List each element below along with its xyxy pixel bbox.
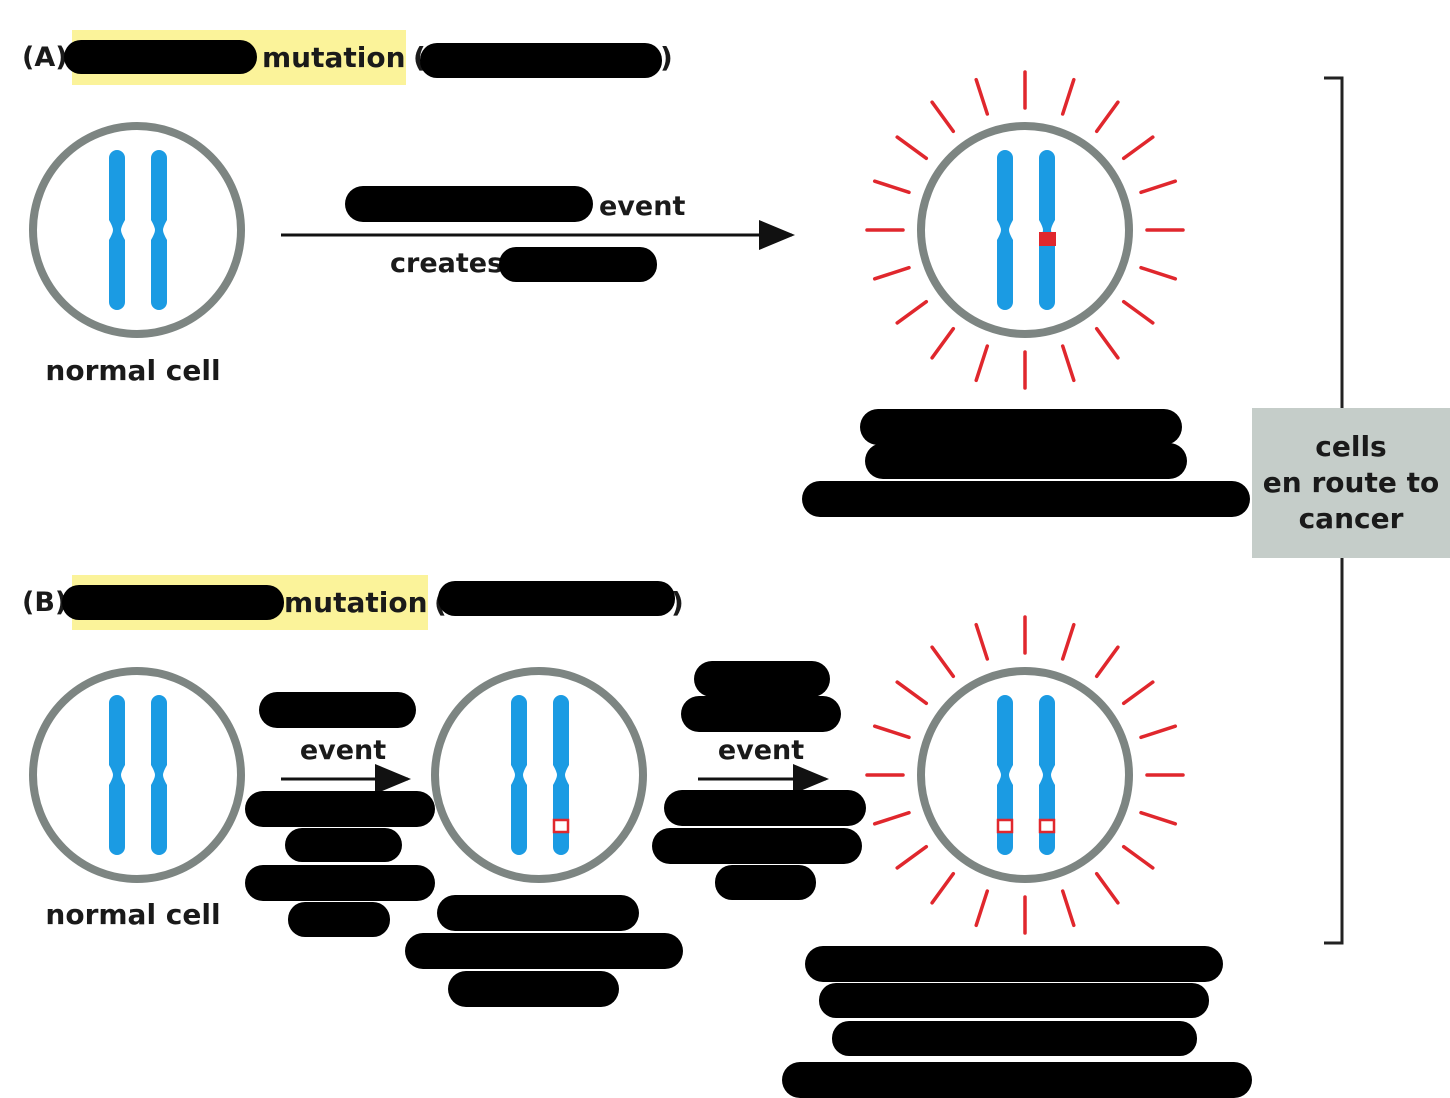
ray-line: [1060, 889, 1076, 928]
ray-line: [1121, 680, 1155, 706]
redaction: [499, 247, 657, 282]
redaction: [448, 971, 619, 1007]
ray-line: [872, 810, 911, 826]
ray-line: [1094, 645, 1120, 679]
redaction: [681, 696, 841, 732]
panel-a: (A) mutation ( ) normal cell event creat…: [22, 30, 1250, 517]
altered-cell-a: [865, 70, 1185, 390]
redaction: [832, 1021, 1197, 1056]
ray-line: [974, 77, 990, 116]
redaction: [438, 581, 675, 616]
ray-line: [974, 622, 990, 661]
redaction: [664, 790, 866, 826]
panel-b-heading-word: mutation: [284, 586, 428, 619]
warning-rays: [865, 70, 1185, 390]
ray-line: [1139, 179, 1178, 195]
ray-line: [1094, 326, 1120, 360]
redaction: [288, 902, 390, 937]
redaction: [62, 585, 284, 620]
panel-b-arrow1-label: event: [300, 735, 386, 766]
intermediate-cell: [431, 667, 647, 883]
ray-line: [872, 265, 911, 281]
ray-line: [930, 326, 956, 360]
panel-a-label: (A): [22, 42, 68, 73]
panel-a-paren-close: ): [660, 41, 673, 74]
ray-line: [974, 344, 990, 383]
redaction: [715, 865, 816, 900]
normal-cell-b: [29, 667, 245, 883]
ray-line: [1121, 135, 1155, 161]
ray-line: [895, 680, 929, 706]
redaction: [345, 186, 593, 222]
ray-line: [930, 871, 956, 905]
ray-line: [1060, 622, 1076, 661]
cells-en-route-box: cells en route to cancer: [1252, 408, 1450, 558]
side-box-line-1: cells: [1315, 430, 1387, 463]
redaction: [819, 983, 1209, 1018]
redaction: [259, 692, 416, 728]
mutation-mark: [1039, 232, 1056, 246]
ray-line: [895, 844, 929, 870]
normal-cell-a: [29, 122, 245, 338]
ray-line: [872, 724, 911, 740]
redaction: [694, 661, 830, 697]
ray-line: [895, 299, 929, 325]
ray-line: [1139, 810, 1178, 826]
redaction: [437, 895, 639, 931]
ray-line: [1139, 724, 1178, 740]
panel-b: (B) mutation ( ) normal cell event: [22, 575, 1252, 1098]
panel-a-arrow-bottom-label: creates: [390, 248, 503, 279]
ray-line: [895, 135, 929, 161]
mutation-mark: [1038, 818, 1056, 834]
redaction: [782, 1062, 1252, 1098]
redaction: [285, 828, 402, 862]
side-box-line-3: cancer: [1298, 502, 1404, 535]
panel-a-heading-word: mutation: [262, 41, 406, 74]
ray-line: [1094, 100, 1120, 134]
redaction: [245, 791, 435, 827]
redaction: [860, 409, 1182, 445]
redaction: [245, 865, 435, 901]
redaction: [652, 828, 862, 864]
mutation-mark: [552, 818, 570, 834]
ray-line: [1139, 265, 1178, 281]
redaction: [405, 933, 683, 969]
redaction: [64, 40, 257, 74]
ray-line: [930, 645, 956, 679]
redaction: [865, 443, 1187, 479]
ray-line: [1121, 844, 1155, 870]
normal-cell-a-label: normal cell: [45, 354, 220, 387]
panel-a-arrow-top-label: event: [599, 191, 685, 222]
panel-b-paren-close: ): [671, 586, 684, 619]
ray-line: [974, 889, 990, 928]
redaction: [802, 481, 1250, 517]
side-box-line-2: en route to: [1262, 466, 1440, 499]
ray-line: [872, 179, 911, 195]
ray-line: [1060, 77, 1076, 116]
redaction: [420, 43, 662, 78]
ray-line: [1121, 299, 1155, 325]
ray-line: [930, 100, 956, 134]
altered-cell-b: [865, 615, 1185, 935]
warning-rays: [865, 615, 1185, 935]
normal-cell-b-label: normal cell: [45, 898, 220, 931]
mutation-mark: [996, 818, 1014, 834]
ray-line: [1094, 871, 1120, 905]
redaction: [805, 946, 1223, 982]
panel-b-arrow2-label: event: [718, 735, 804, 766]
ray-line: [1060, 344, 1076, 383]
panel-b-label: (B): [22, 587, 67, 618]
